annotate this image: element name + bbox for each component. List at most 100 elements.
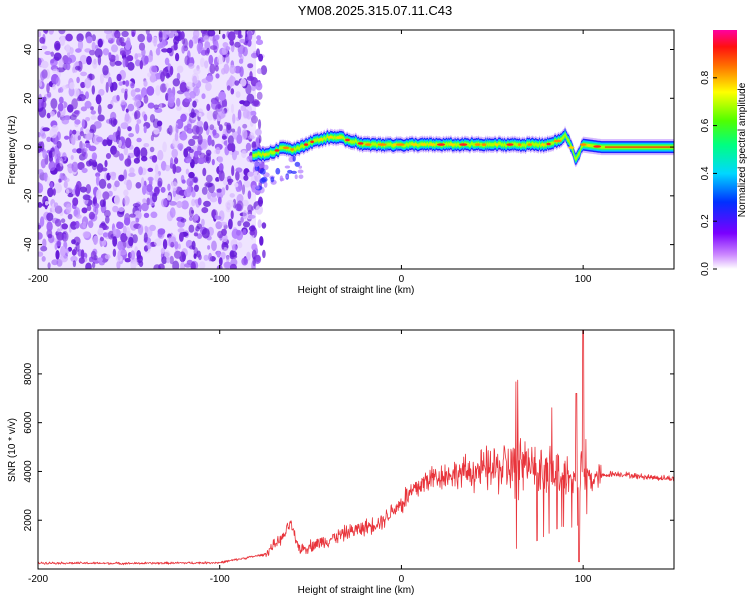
noise-blob [81, 118, 85, 128]
noise-blob [89, 49, 96, 56]
noise-blob [165, 82, 169, 89]
noise-blob [86, 205, 92, 211]
noise-blob [86, 55, 92, 65]
signal-blob [275, 167, 281, 175]
noise-blob [125, 80, 130, 87]
noise-blob [101, 167, 108, 172]
noise-blob [135, 53, 143, 58]
noise-blob [125, 226, 131, 238]
noise-blob [174, 241, 179, 250]
noise-blob [212, 129, 217, 136]
noise-blob [124, 90, 128, 101]
signal-peak [357, 142, 364, 145]
noise-blob [235, 150, 239, 156]
noise-blob [128, 236, 134, 247]
noise-blob [242, 46, 248, 57]
noise-blob [90, 106, 94, 111]
noise-blob [106, 183, 112, 189]
noise-blob [247, 171, 254, 177]
noise-blob [198, 254, 202, 261]
noise-blob [205, 156, 210, 162]
signal-peak [411, 143, 418, 146]
snr-ticks: -200 -100 0 100 2000 4000 6000 8000 [23, 330, 674, 585]
noise-blob [153, 38, 158, 47]
noise-blob [221, 135, 228, 140]
noise-blob [81, 207, 88, 214]
noise-blob [75, 61, 79, 68]
noise-blob [207, 30, 216, 37]
noise-blob [116, 261, 121, 269]
noise-blob [82, 231, 91, 239]
noise-blob [175, 124, 179, 135]
noise-blob [201, 93, 206, 100]
noise-blob [141, 202, 149, 212]
noise-blob [153, 104, 159, 110]
noise-blob [97, 114, 105, 122]
noise-blob [50, 147, 55, 152]
noise-blob [135, 123, 140, 134]
noise-blob [40, 71, 46, 81]
noise-blob [107, 76, 112, 88]
noise-blob [78, 257, 85, 264]
noise-blob [256, 48, 260, 58]
noise-blob [136, 119, 142, 124]
noise-blob [229, 64, 236, 74]
noise-blob [109, 171, 117, 177]
noise-blob [41, 133, 47, 139]
noise-blob [214, 65, 219, 72]
colorbar-ticks: 0.0 0.2 0.4 0.6 0.8 [700, 70, 717, 276]
noise-blob [226, 255, 230, 264]
signal-blob [270, 176, 275, 183]
noise-blob [242, 109, 250, 119]
noise-blob [183, 188, 192, 198]
noise-blob [91, 41, 96, 51]
noise-blob [208, 54, 214, 65]
noise-blob [46, 176, 51, 185]
noise-blob [77, 135, 81, 141]
signal-peak [303, 143, 309, 146]
noise-blob [114, 30, 121, 39]
noise-blob [56, 231, 64, 241]
noise-blob [217, 156, 224, 163]
noise-blob [241, 184, 246, 195]
signal-peak [593, 145, 602, 148]
noise-blob [186, 93, 191, 99]
noise-blob [97, 38, 103, 48]
noise-blob [142, 198, 147, 204]
noise-blob [193, 184, 199, 192]
noise-blob [137, 224, 144, 236]
colorbar-tick-label: 0.2 [700, 214, 711, 228]
noise-blob [171, 181, 178, 192]
noise-blob [200, 30, 208, 35]
noise-blob [242, 228, 247, 236]
noise-blob [38, 107, 47, 118]
x-tick-label: -200 [28, 274, 48, 285]
noise-blob [261, 222, 267, 229]
noise-blob [63, 181, 68, 189]
noise-blob [192, 125, 200, 135]
noise-blob [188, 148, 194, 153]
noise-blob [189, 112, 197, 118]
noise-blob [235, 171, 240, 181]
signal-peak [392, 143, 397, 146]
noise-blob [170, 241, 175, 248]
noise-blob [188, 62, 195, 69]
noise-blob [102, 232, 109, 238]
signal-peak [336, 136, 343, 139]
noise-blob [247, 135, 255, 140]
noise-blob [48, 150, 53, 159]
noise-blob [170, 157, 174, 168]
signal-blob [254, 161, 259, 168]
noise-blob [122, 80, 126, 85]
noise-blob [224, 122, 229, 127]
noise-blob [197, 145, 202, 155]
spectrogram-x-label: Height of straight line (km) [298, 285, 415, 296]
noise-blob [151, 155, 158, 163]
noise-blob [42, 238, 47, 249]
noise-blob [126, 55, 134, 62]
y-tick-label: 2000 [23, 509, 34, 532]
noise-blob [92, 198, 96, 204]
noise-blob [143, 212, 150, 218]
noise-blob [112, 236, 118, 247]
noise-blob [154, 164, 159, 175]
